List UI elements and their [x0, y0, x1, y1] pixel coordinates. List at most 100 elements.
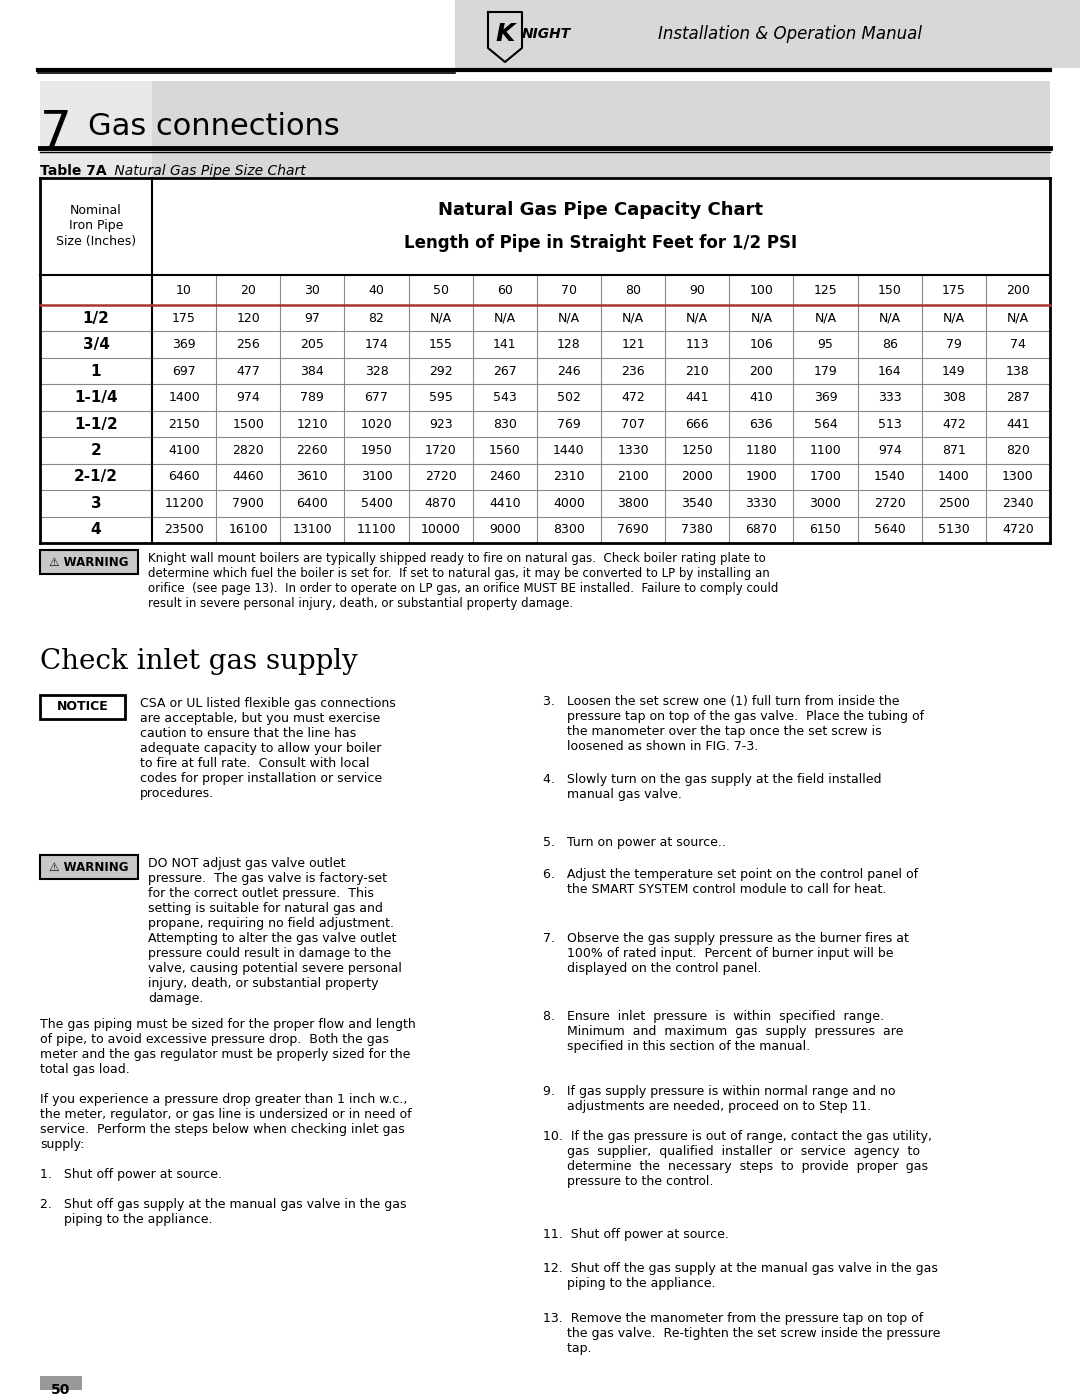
Text: 11200: 11200 [164, 497, 204, 510]
Text: 1720: 1720 [424, 444, 457, 457]
Text: 7.   Observe the gas supply pressure as the burner fires at
      100% of rated : 7. Observe the gas supply pressure as th… [543, 932, 909, 975]
Text: 8300: 8300 [553, 524, 585, 536]
Text: 328: 328 [365, 365, 389, 377]
Bar [40, 855, 138, 879]
Text: K: K [496, 22, 515, 46]
Text: 13100: 13100 [293, 524, 333, 536]
Text: 974: 974 [237, 391, 260, 404]
Text: N/A: N/A [686, 312, 708, 324]
Text: N/A: N/A [494, 312, 516, 324]
Text: 2500: 2500 [937, 497, 970, 510]
Text: N/A: N/A [943, 312, 964, 324]
Text: Gas connections: Gas connections [87, 112, 340, 141]
Text: 1210: 1210 [297, 418, 328, 430]
Text: 90: 90 [689, 284, 705, 296]
Text: 11100: 11100 [356, 524, 396, 536]
Text: 2150: 2150 [168, 418, 200, 430]
Bar [40, 384, 1050, 411]
Text: Table 7A: Table 7A [40, 163, 107, 177]
Text: 5.   Turn on power at source..: 5. Turn on power at source.. [543, 835, 726, 849]
Text: 4: 4 [91, 522, 102, 538]
Text: 5130: 5130 [937, 524, 970, 536]
Text: Knight wall mount boilers are typically shipped ready to fire on natural gas.  C: Knight wall mount boilers are typically … [148, 552, 779, 610]
Text: 2340: 2340 [1002, 497, 1034, 510]
Text: 1020: 1020 [361, 418, 392, 430]
Bar [40, 81, 152, 177]
Text: 1-1/4: 1-1/4 [75, 390, 118, 405]
Text: 8.   Ensure  inlet  pressure  is  within  specified  range.
      Minimum  and  : 8. Ensure inlet pressure is within speci… [543, 1010, 903, 1053]
Text: 1700: 1700 [810, 471, 841, 483]
Text: 636: 636 [750, 418, 773, 430]
Text: 3/4: 3/4 [82, 337, 109, 352]
Text: 6870: 6870 [745, 524, 778, 536]
Text: 1250: 1250 [681, 444, 713, 457]
Text: 3: 3 [91, 496, 102, 511]
Text: ⚠ WARNING: ⚠ WARNING [50, 556, 129, 569]
Text: 369: 369 [172, 338, 195, 351]
Text: 292: 292 [429, 365, 453, 377]
Bar [40, 411, 1050, 437]
Bar [40, 550, 138, 574]
Text: 1330: 1330 [618, 444, 649, 457]
Text: 10: 10 [176, 284, 192, 296]
Text: 40: 40 [368, 284, 384, 296]
Text: 50: 50 [52, 1383, 70, 1397]
Text: 210: 210 [686, 365, 710, 377]
Text: 2000: 2000 [681, 471, 713, 483]
Text: 141: 141 [492, 338, 516, 351]
Text: 6400: 6400 [297, 497, 328, 510]
Text: Installation & Operation Manual: Installation & Operation Manual [658, 25, 922, 43]
Text: 3540: 3540 [681, 497, 713, 510]
Text: 369: 369 [813, 391, 837, 404]
Text: 106: 106 [750, 338, 773, 351]
Text: 1400: 1400 [168, 391, 200, 404]
Text: 666: 666 [686, 418, 710, 430]
Text: 10000: 10000 [421, 524, 460, 536]
Text: 60: 60 [497, 284, 513, 296]
Text: 707: 707 [621, 418, 645, 430]
Text: 9.   If gas supply pressure is within normal range and no
      adjustments are : 9. If gas supply pressure is within norm… [543, 1085, 895, 1113]
Text: 308: 308 [942, 391, 966, 404]
Text: 3000: 3000 [810, 497, 841, 510]
Text: 4720: 4720 [1002, 524, 1034, 536]
Text: 200: 200 [750, 365, 773, 377]
Text: 2260: 2260 [297, 444, 328, 457]
Text: N/A: N/A [751, 312, 772, 324]
Text: 789: 789 [300, 391, 324, 404]
Bar [40, 1376, 82, 1390]
Text: 564: 564 [813, 418, 837, 430]
Text: 175: 175 [942, 284, 966, 296]
Text: 74: 74 [1010, 338, 1026, 351]
Text: 20: 20 [240, 284, 256, 296]
Text: 333: 333 [878, 391, 902, 404]
Text: 1440: 1440 [553, 444, 584, 457]
Text: 1/2: 1/2 [82, 310, 109, 326]
Text: 697: 697 [172, 365, 195, 377]
Text: 1300: 1300 [1002, 471, 1034, 483]
Text: Natural Gas Pipe Capacity Chart: Natural Gas Pipe Capacity Chart [438, 201, 764, 219]
Text: 267: 267 [492, 365, 516, 377]
Bar [40, 305, 1050, 331]
Text: 236: 236 [621, 365, 645, 377]
Text: 1500: 1500 [232, 418, 265, 430]
Text: N/A: N/A [879, 312, 901, 324]
Text: Natural Gas Pipe Size Chart: Natural Gas Pipe Size Chart [110, 163, 306, 177]
Text: 205: 205 [300, 338, 324, 351]
Text: 7690: 7690 [617, 524, 649, 536]
Bar [40, 694, 125, 719]
Text: 830: 830 [492, 418, 516, 430]
Text: 472: 472 [621, 391, 645, 404]
Text: 472: 472 [942, 418, 966, 430]
Text: The gas piping must be sized for the proper flow and length
of pipe, to avoid ex: The gas piping must be sized for the pro… [40, 1018, 416, 1227]
Text: N/A: N/A [814, 312, 837, 324]
Text: 150: 150 [878, 284, 902, 296]
Text: 2720: 2720 [424, 471, 457, 483]
Text: 595: 595 [429, 391, 453, 404]
Text: 80: 80 [625, 284, 642, 296]
Text: 3330: 3330 [745, 497, 778, 510]
Text: 923: 923 [429, 418, 453, 430]
Text: 384: 384 [300, 365, 324, 377]
Text: 4000: 4000 [553, 497, 585, 510]
Text: 100: 100 [750, 284, 773, 296]
Text: 128: 128 [557, 338, 581, 351]
